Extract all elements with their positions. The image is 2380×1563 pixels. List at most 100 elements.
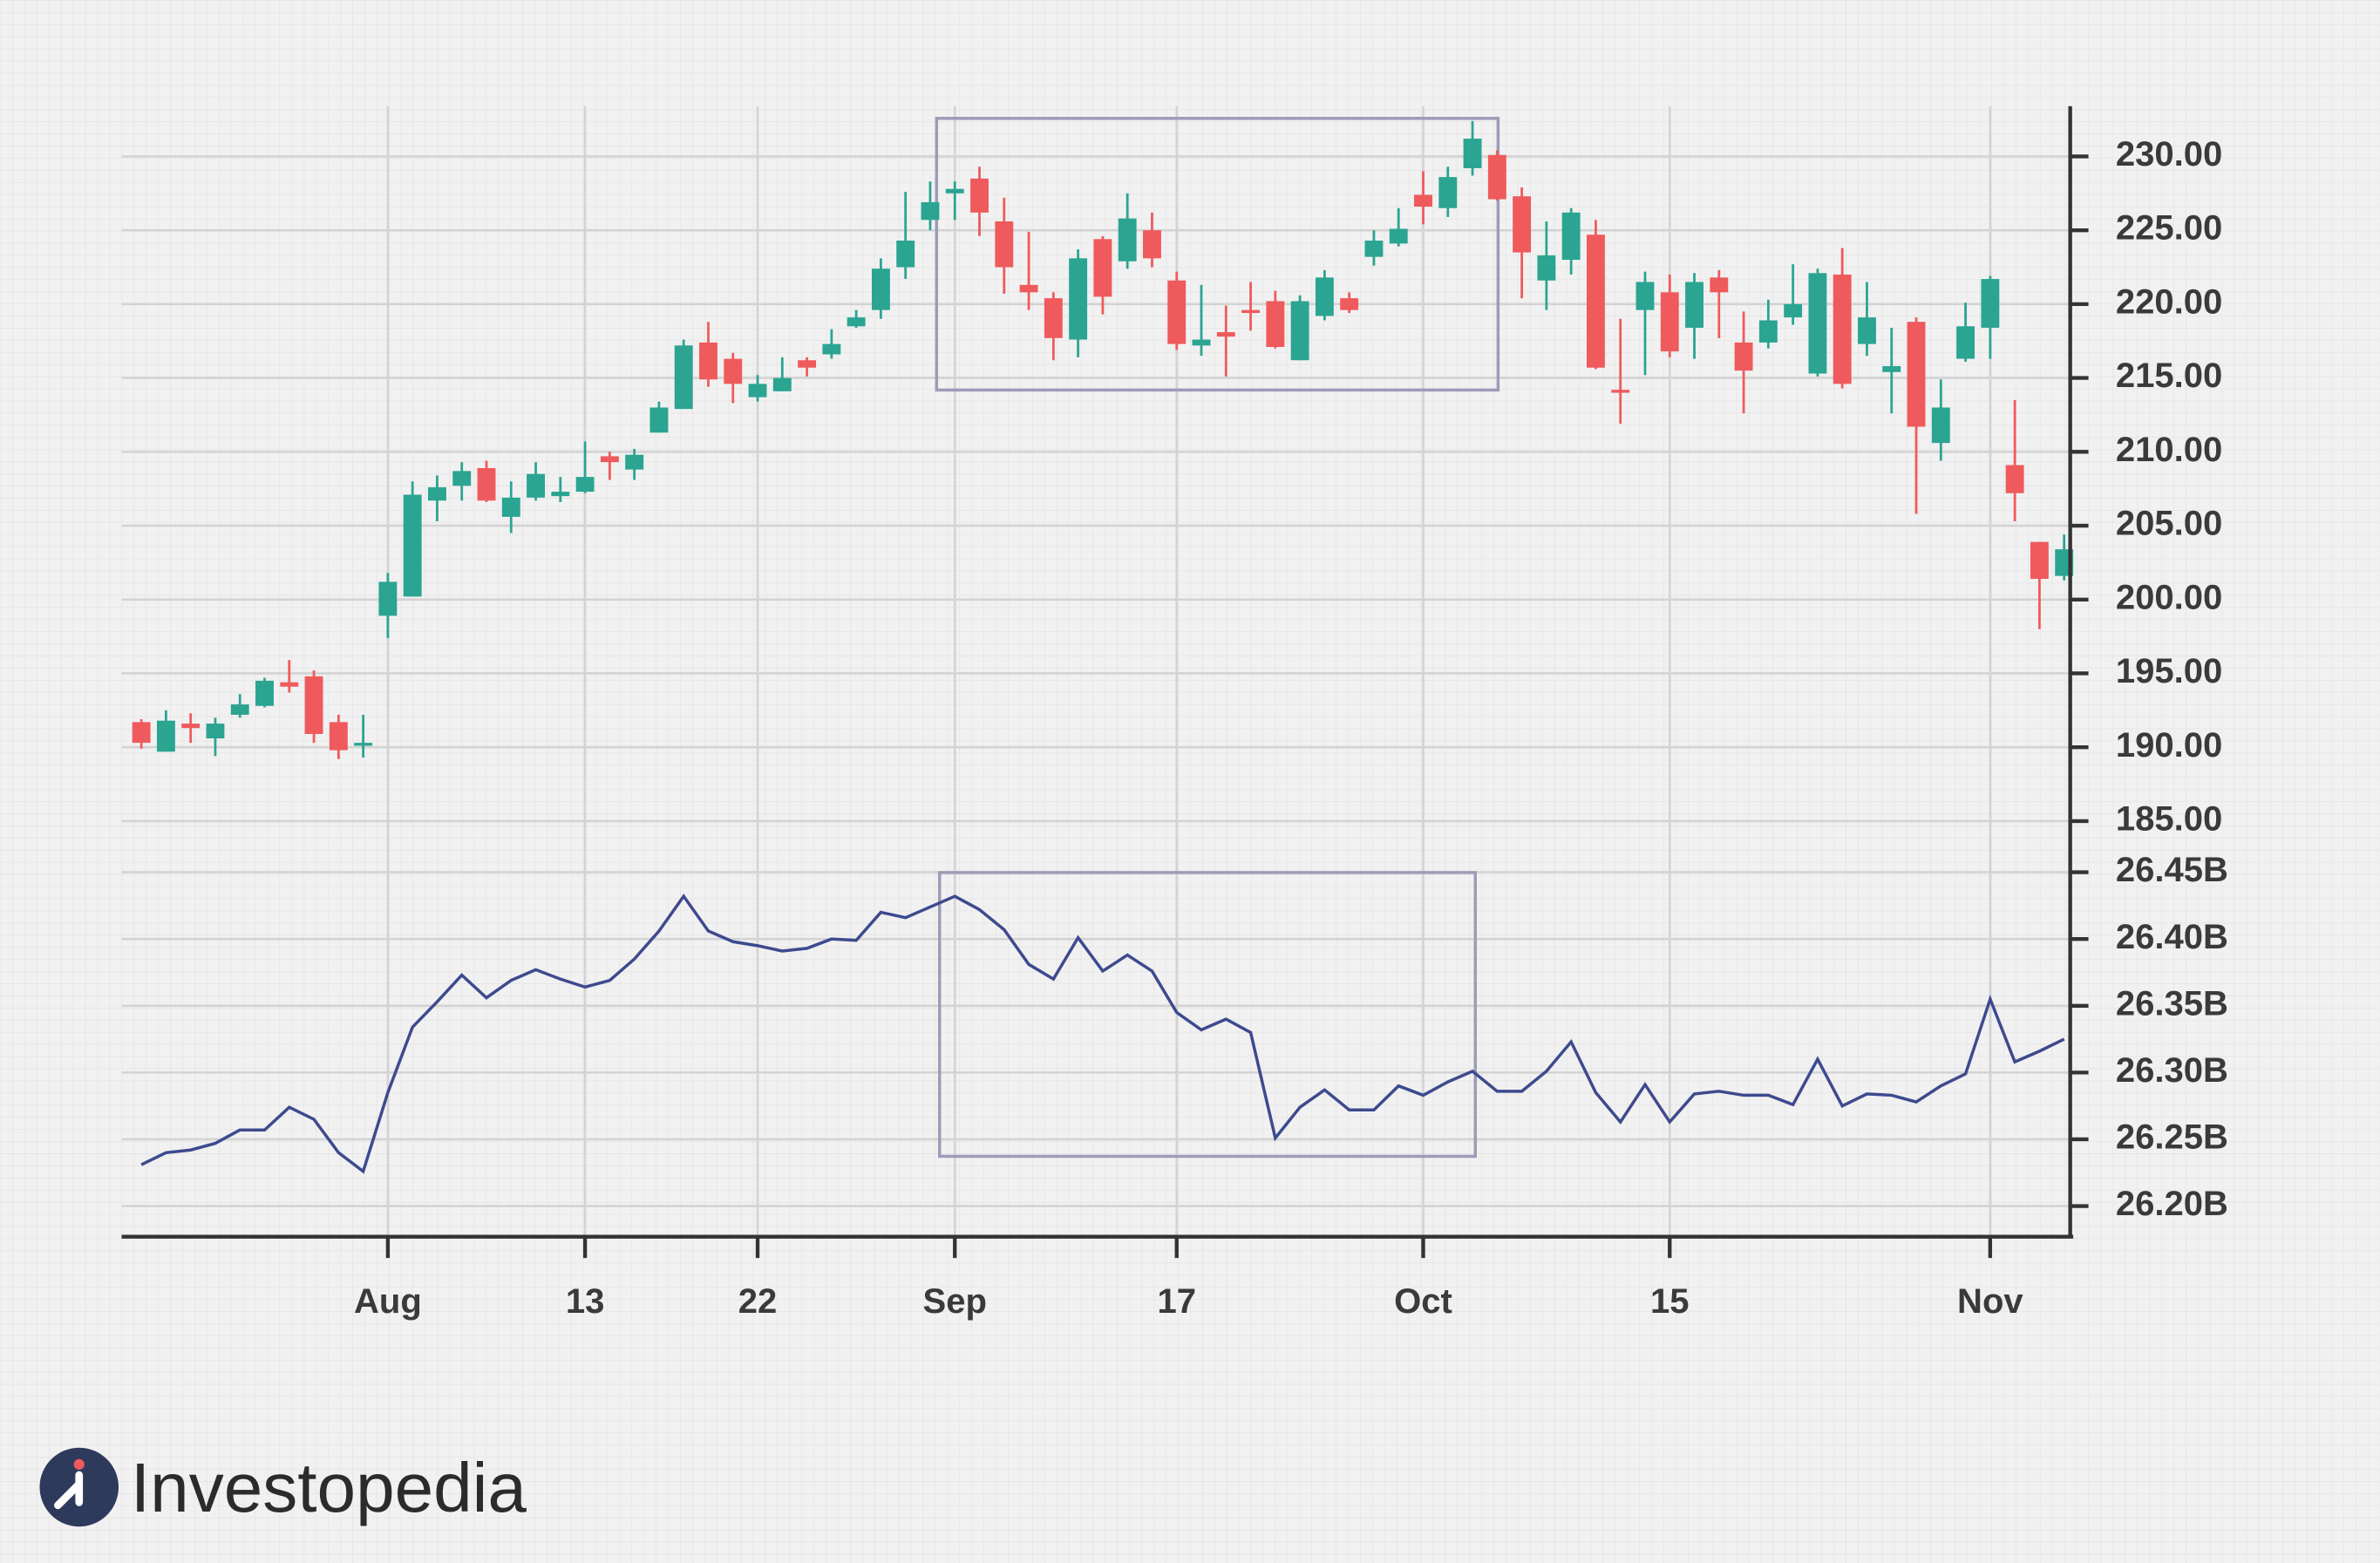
candle-body [1389,228,1408,244]
candle-body [1093,239,1112,297]
y-tick-label: 210.00 [2116,431,2222,469]
y-tick-label: 215.00 [2116,357,2222,395]
x-tick-label: Aug [354,1282,422,1321]
candle-body [1586,234,1605,368]
candle-body [1808,273,1827,374]
y-tick-label: 26.45B [2116,851,2228,889]
candle-body [649,407,669,433]
candle-body [847,317,866,327]
x-tick-label: 13 [566,1282,605,1321]
candle-body [1414,194,1432,207]
candle-body [1537,255,1556,281]
y-tick-label: 185.00 [2116,800,2222,839]
labels: Aug 13 22 Sep 17 Oct 15 Nov 185.00 190.00 195.00 20… [354,135,2228,1321]
y-tick-label: 230.00 [2116,135,2222,173]
candle-body [132,722,151,744]
candle-body [674,345,693,410]
candle-body [945,188,964,194]
candle-body [970,178,989,213]
candle-body [1660,292,1679,352]
candle-body [1611,390,1630,393]
candle-body [822,343,841,355]
candle-body [1734,342,1753,371]
candle-body [329,722,348,751]
candle-body [600,456,619,463]
candle-body [1241,309,1261,314]
candle-body [1833,274,1852,384]
candle-body [1561,212,1581,261]
marks [132,120,2074,1174]
y-tick-label: 26.40B [2116,918,2228,956]
highlight-box [935,117,1500,392]
candle-body [1513,196,1532,253]
x-tick-label: Oct [1394,1282,1452,1321]
candle-body [748,384,767,398]
candle-body [699,342,717,380]
candle-body [871,268,890,310]
candle-body [1710,277,1729,293]
candle-body [724,358,743,384]
y-tick-label: 220.00 [2116,282,2222,321]
x-tick-label: 15 [1650,1282,1690,1321]
candle-body [551,492,570,497]
candle-body [1364,241,1384,257]
candle-body [1118,218,1137,262]
candle-body [896,241,915,268]
logo-text: Investopedia [131,1449,527,1526]
y-tick-label: 26.35B [2116,984,2228,1023]
line-series [140,894,2065,1174]
candle-body [280,682,299,687]
candle-body [921,201,940,221]
x-tick-label: 22 [738,1282,778,1321]
candle-body [1019,284,1038,293]
candle-body [156,720,175,752]
candle-body [403,494,422,597]
candle-body [1266,301,1285,348]
x-tick-label: Nov [1957,1282,2023,1321]
candle-body [378,581,398,616]
candle-body [798,360,817,368]
x-tick-label: Sep [923,1282,987,1321]
candle-body [1438,177,1458,208]
highlight-box [938,871,1478,1159]
candle-body [1956,326,1975,359]
candle-body [1907,322,1926,427]
y-tick-label: 26.30B [2116,1051,2228,1090]
candle-body [1340,298,1359,310]
candle-body [1192,339,1211,346]
candle-body [1044,298,1063,338]
candle-body [1069,258,1088,340]
logo: Investopedia [39,1447,527,1527]
candle-body [1487,154,1506,200]
candle-body [230,704,249,715]
y-tick-label: 200.00 [2116,578,2222,616]
candle-body [1758,320,1778,343]
candle-body [1981,279,2000,328]
candle-body [255,680,274,706]
candle-body [1463,139,1482,168]
y-tick-label: 26.20B [2116,1185,2228,1223]
x-tick-label: 17 [1157,1282,1196,1321]
candle-body [2005,465,2024,493]
candle-body [304,676,323,734]
y-tick-label: 190.00 [2116,726,2222,765]
candle-body [772,377,792,391]
candle-body [1784,303,1803,318]
candle-body [2030,541,2049,580]
candle-body [1882,366,1901,372]
y-tick-label: 195.00 [2116,652,2222,690]
candle-body [995,221,1014,268]
candle-body [527,473,545,498]
candle-body [1315,277,1334,316]
candle-body [1290,301,1309,361]
candle-body [625,454,644,470]
candle-body [181,724,201,729]
candle-body [1635,282,1655,310]
y-tick-label: 225.00 [2116,209,2222,248]
candle-body [206,724,225,739]
candle-body [1931,407,1950,444]
candle-body [1216,332,1235,337]
